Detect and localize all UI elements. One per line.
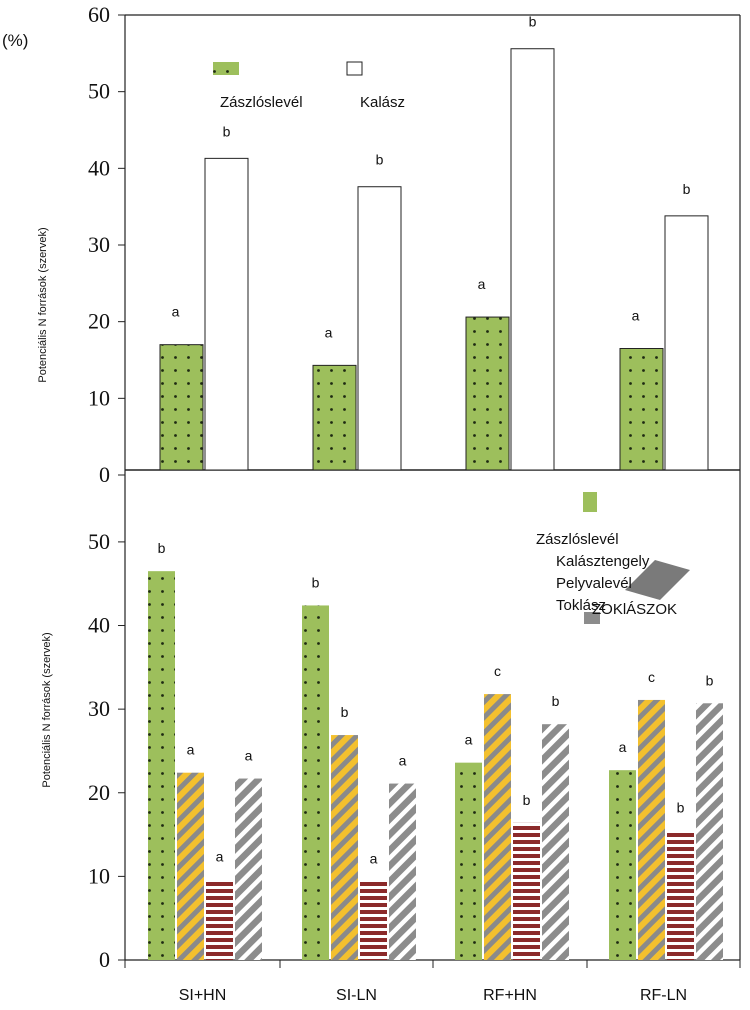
- bottom-significance-label: a: [399, 753, 407, 769]
- bottom-y-tick-label: 0: [99, 947, 110, 972]
- bottom-significance-label: b: [312, 574, 320, 590]
- bottom-bar: [389, 783, 416, 960]
- bottom-bar: [235, 778, 262, 960]
- bottom-significance-label: a: [619, 739, 627, 755]
- top-bar: [159, 344, 204, 471]
- legend-label: Zászlóslevél: [536, 531, 619, 548]
- top-bar: [619, 348, 664, 471]
- top-bar: [312, 364, 357, 471]
- bottom-significance-label: a: [187, 742, 195, 758]
- top-bar: [357, 186, 402, 471]
- bottom-significance-label: b: [523, 792, 531, 808]
- top-bar: [510, 48, 555, 471]
- bottom-bar: [302, 605, 329, 960]
- x-category-label: RF+HN: [483, 987, 537, 1004]
- bottom-bar: [331, 735, 358, 960]
- bottom-significance-label: b: [158, 540, 166, 556]
- bottom-bar: [206, 879, 233, 960]
- top-y-tick-label: 10: [88, 385, 110, 410]
- top-y-tick-label: 30: [88, 232, 110, 257]
- top-y-tick-label: 20: [88, 309, 110, 334]
- bottom-bar: [667, 830, 694, 960]
- top-bar: [465, 316, 510, 471]
- x-category-label: SI-LN: [336, 987, 377, 1004]
- bottom-significance-label: a: [245, 748, 253, 764]
- bottom-significance-label: a: [216, 849, 224, 865]
- legend-swatch-toklasz: [625, 560, 690, 600]
- bottom-significance-label: b: [677, 799, 685, 815]
- bottom-significance-label: c: [494, 663, 501, 679]
- bottom-y-tick-label: 30: [88, 696, 110, 721]
- legend-swatch-zaszloslevel: [583, 492, 597, 512]
- bottom-significance-label: a: [370, 850, 378, 866]
- bottom-legend: Zászlóslevél Kalásztengely Pelyvalevél Tokl…: [536, 492, 690, 624]
- bottom-y-tick-label: 10: [88, 863, 110, 888]
- legend-label: Toklász: [556, 597, 606, 614]
- top-significance-label: a: [325, 324, 333, 340]
- legend-swatch-zaszloslevel: [213, 62, 239, 75]
- legend-label: Pelyvalevél: [556, 575, 632, 592]
- legend-label: Kalásztengely: [556, 553, 650, 570]
- legend-overlap-text: ZOKlÁSZOK: [592, 601, 677, 618]
- x-category-label: SI+HN: [179, 987, 227, 1004]
- bottom-bar: [609, 770, 636, 960]
- bottom-significance-label: b: [341, 704, 349, 720]
- bottom-significance-label: a: [465, 732, 473, 748]
- top-y-tick-label: 40: [88, 155, 110, 180]
- bottom-bar: [484, 694, 511, 960]
- top-legend: Zászlóslevél Kalász: [213, 61, 405, 111]
- bottom-y-tick-label: 40: [88, 613, 110, 638]
- top-bar: [664, 215, 709, 471]
- top-significance-label: a: [478, 276, 486, 292]
- legend-swatch-pelyvalevel: [584, 612, 600, 624]
- bottom-bar: [148, 571, 175, 960]
- top-y-tick-label: 50: [88, 79, 110, 104]
- bottom-bar: [638, 699, 665, 960]
- top-significance-label: b: [529, 14, 537, 30]
- top-unit-label: (%): [2, 31, 28, 50]
- bottom-bar: [455, 762, 482, 960]
- bottom-significance-label: c: [648, 669, 655, 685]
- top-bar: [204, 157, 249, 471]
- bottom-chart: 50 40 30 20 10 0 b b a a a b c c a a b b a a b b SI+HN SI-LN RF+…: [88, 492, 741, 1004]
- bottom-bar: [696, 703, 723, 960]
- bottom-bar: [360, 881, 387, 960]
- top-significance-label: a: [632, 308, 640, 324]
- legend-label-zaszloslevel: Zászlóslevél: [220, 94, 303, 111]
- bottom-y-axis-label: Potenciális N források (szervek): [41, 632, 53, 787]
- bottom-y-tick-label: 20: [88, 780, 110, 805]
- bottom-y-tick-label: 50: [88, 529, 110, 554]
- legend-swatch-kalasz: [346, 61, 363, 76]
- top-significance-label: b: [223, 123, 231, 139]
- top-chart: 60 50 40 30 20 10 0 a a a a b b b b Zászlóslevél Kalász: [88, 2, 709, 487]
- bottom-bar: [542, 724, 569, 960]
- top-significance-label: b: [376, 152, 384, 168]
- bottom-significance-label: b: [552, 693, 560, 709]
- x-category-label: RF-LN: [640, 987, 687, 1004]
- top-y-axis-label: Potenciális N források (szervek): [37, 227, 49, 382]
- top-y-tick-label: 60: [88, 2, 110, 27]
- top-significance-label: a: [172, 304, 180, 320]
- bottom-bar: [177, 772, 204, 960]
- bottom-bar: [513, 822, 540, 960]
- top-y-tick-label: 0: [99, 462, 110, 487]
- bottom-significance-label: b: [706, 672, 714, 688]
- top-significance-label: b: [683, 181, 691, 197]
- legend-label-kalasz: Kalász: [360, 94, 405, 111]
